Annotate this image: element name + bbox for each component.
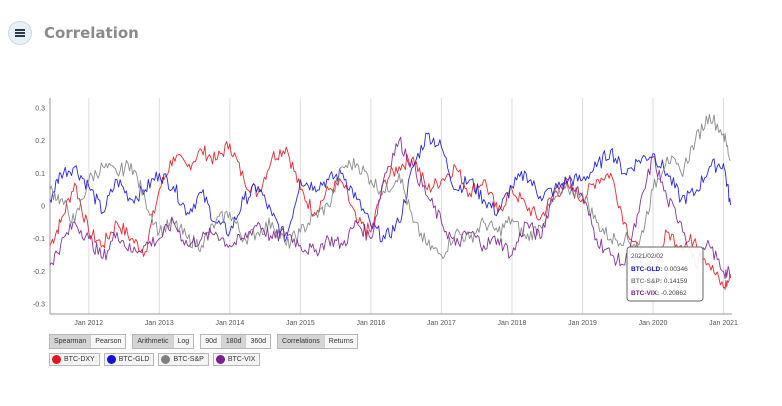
- window-toggle: 90d 180d 360d: [200, 334, 272, 349]
- tooltip-series-label: BTC-VIX:: [631, 290, 659, 297]
- returns-button[interactable]: Returns: [324, 335, 358, 348]
- y-tick-label: 0.3: [35, 105, 45, 112]
- window-360d-button[interactable]: 360d: [246, 335, 271, 348]
- spearman-button[interactable]: Spearman: [50, 335, 92, 348]
- tooltip-row: BTC-S&P: 0.14159: [631, 278, 688, 285]
- legend-label: BTC-VIX: [227, 356, 256, 363]
- x-tick-label: Jan 2015: [286, 320, 315, 327]
- view-toggle: Correlations Returns: [277, 334, 359, 349]
- tooltip-series-value: 0.14159: [662, 278, 688, 285]
- tooltip-series-label: BTC-GLD:: [631, 266, 662, 273]
- y-tick-label: -0.2: [33, 269, 45, 276]
- x-tick-label: Jan 2021: [709, 320, 738, 327]
- x-tick-label: Jan 2018: [498, 320, 527, 327]
- swatch-dot-icon: [161, 355, 171, 364]
- swatch-dot-icon: [106, 355, 116, 364]
- tooltip-box: [626, 246, 704, 302]
- legend-item-btc-gld[interactable]: BTC-GLD: [103, 353, 155, 366]
- y-tick-label: -0.1: [33, 236, 45, 243]
- tooltip-row: BTC-VIX: -0.20862: [631, 290, 687, 297]
- arithmetic-button[interactable]: Arithmetic: [133, 335, 174, 348]
- swatch-dot-icon: [215, 355, 225, 364]
- legend-label: BTC-GLD: [118, 356, 150, 363]
- window-90d-button[interactable]: 90d: [201, 335, 222, 348]
- series-line-btcsp[interactable]: [49, 113, 731, 260]
- scale-toggle: Arithmetic Log: [132, 334, 195, 349]
- series-line-btcgld[interactable]: [49, 132, 732, 243]
- tooltip-row: BTC-GLD: 0.00346: [631, 266, 688, 273]
- correlation-chart[interactable]: Jan 2012 Jan 2013 Jan 2014 Jan 2015 Jan 2016…: [0, 90, 782, 330]
- legend-label: BTC-DXY: [64, 356, 95, 363]
- x-tick-label: Jan 2017: [427, 320, 456, 327]
- x-tick-label: Jan 2019: [568, 320, 597, 327]
- x-tick-label: Jan 2012: [74, 320, 103, 327]
- x-tick-label: Jan 2013: [145, 320, 174, 327]
- log-button[interactable]: Log: [173, 335, 194, 348]
- legend-item-btc-dxy[interactable]: BTC-DXY: [49, 353, 100, 366]
- y-tick-label: -0.3: [33, 302, 45, 309]
- y-tick-label: 0.2: [35, 138, 45, 145]
- x-tick-label: Jan 2020: [639, 320, 668, 327]
- pearson-button[interactable]: Pearson: [91, 335, 126, 348]
- legend-label: BTC-S&P: [173, 356, 204, 363]
- legend-item-btc-sp[interactable]: BTC-S&P: [158, 353, 209, 366]
- tooltip-date: 2021/02/02: [631, 253, 664, 260]
- tooltip-series-label: BTC-S&P:: [631, 278, 662, 285]
- x-tick-label: Jan 2014: [215, 320, 244, 327]
- tooltip-series-value: 0.00346: [662, 266, 688, 273]
- chart-controls: Spearman Pearson Arithmetic Log 90d 180d…: [49, 334, 359, 349]
- swatch-dot-icon: [52, 355, 61, 364]
- header: Correlation: [8, 20, 139, 46]
- window-180d-button[interactable]: 180d: [221, 335, 247, 348]
- database-icon: [8, 21, 32, 45]
- series-line-btcvix[interactable]: [49, 136, 731, 280]
- page-title: Correlation: [44, 24, 139, 42]
- method-toggle: Spearman Pearson: [49, 334, 127, 349]
- correlations-button[interactable]: Correlations: [278, 335, 325, 348]
- tooltip-series-value: -0.20862: [659, 290, 687, 297]
- y-tick-label: 0.1: [35, 171, 45, 178]
- legend: BTC-DXY BTC-GLD BTC-S&P BTC-VIX: [49, 353, 261, 366]
- legend-item-btc-vix[interactable]: BTC-VIX: [212, 353, 261, 366]
- y-tick-label: 0: [41, 204, 45, 211]
- x-tick-label: Jan 2016: [356, 320, 385, 327]
